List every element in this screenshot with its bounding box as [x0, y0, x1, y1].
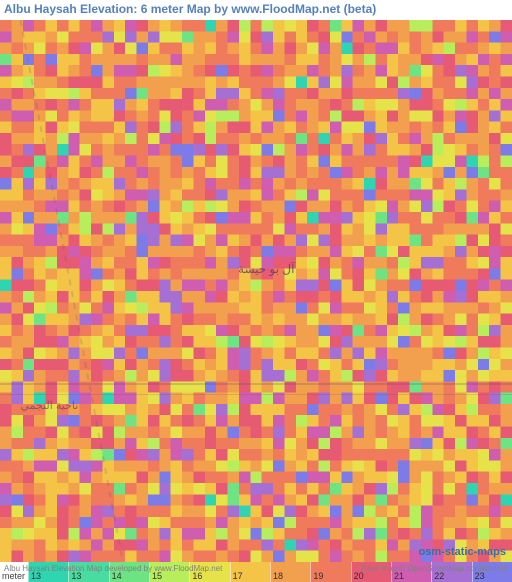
credit-left: Albu Haysah Elevation Map developed by w…: [4, 564, 222, 573]
legend-swatch: 19: [310, 562, 350, 582]
page-title-bar: Albu Haysah Elevation: 6 meter Map by ww…: [0, 0, 512, 20]
legend-value: 18: [273, 571, 283, 581]
legend-swatch: 18: [270, 562, 310, 582]
credit-right: Base map © OpenStreetMap contributors: [361, 564, 508, 573]
legend-footer: Albu Haysah Elevation Map developed by w…: [0, 562, 512, 582]
elevation-map[interactable]: آل بو حيسة ناحية النجمي osm-static-maps: [0, 20, 512, 562]
legend-value: 19: [313, 571, 323, 581]
page-title: Albu Haysah Elevation: 6 meter Map by ww…: [4, 2, 376, 16]
legend-value: 17: [233, 571, 243, 581]
heatmap-canvas: [0, 20, 512, 562]
legend-swatch: 17: [230, 562, 270, 582]
